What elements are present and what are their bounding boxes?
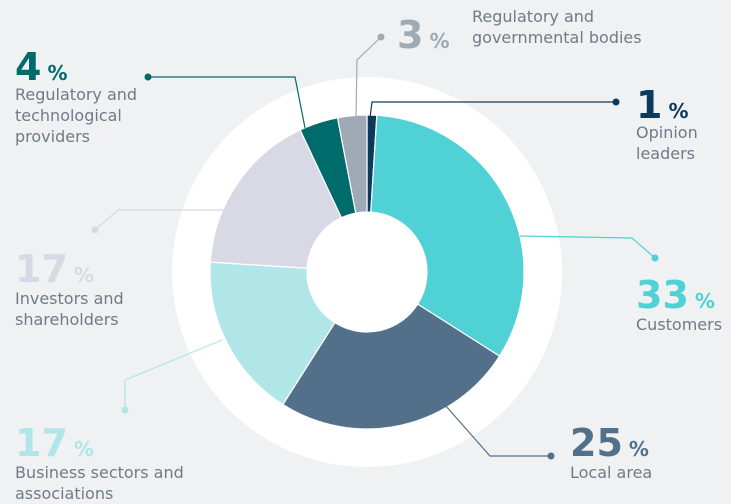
value-label: 17 <box>15 247 68 291</box>
category-label: shareholders <box>15 310 119 329</box>
slice <box>336 114 368 214</box>
leader-line <box>148 76 306 129</box>
leader-dot <box>91 226 99 234</box>
slice <box>209 261 336 406</box>
leader-dot <box>651 254 659 262</box>
category-label: Local area <box>570 463 652 482</box>
category-label: governmental bodies <box>472 28 642 47</box>
leader-dot <box>547 452 555 460</box>
category-label: providers <box>15 127 90 146</box>
category-label: leaders <box>636 144 695 163</box>
leader-line <box>94 209 225 231</box>
category-label: Customers <box>636 315 722 334</box>
category-label: Investors and <box>15 289 124 308</box>
unit-label: % <box>695 289 715 313</box>
leader-dot <box>612 98 620 106</box>
category-label: Business sectors and <box>15 463 184 482</box>
value-label: 1 <box>636 83 662 127</box>
slice <box>282 303 501 430</box>
leader-dot <box>144 73 152 81</box>
value-label: 3 <box>397 13 423 57</box>
category-label: Opinion <box>636 123 698 142</box>
leader-line <box>355 36 382 119</box>
unit-label: % <box>429 29 449 53</box>
unit-label: % <box>47 61 67 85</box>
value-label: 33 <box>636 273 689 317</box>
slice <box>209 129 343 269</box>
category-label: Regulatory and <box>472 7 594 26</box>
unit-label: % <box>668 99 688 123</box>
slice <box>370 114 525 357</box>
value-label: 17 <box>15 421 68 465</box>
unit-label: % <box>74 263 94 287</box>
category-label: Regulatory and <box>15 85 137 104</box>
leader-dot <box>121 406 129 414</box>
unit-label: % <box>74 437 94 461</box>
leader-line <box>444 404 551 457</box>
leader-line <box>519 235 656 259</box>
leader-line <box>369 101 616 119</box>
leader-line <box>124 339 223 410</box>
category-label: associations <box>15 484 113 503</box>
value-label: 25 <box>570 421 623 465</box>
leader-dot <box>377 33 385 41</box>
value-label: 4 <box>15 45 41 89</box>
category-label: technological <box>15 106 122 125</box>
unit-label: % <box>629 437 649 461</box>
